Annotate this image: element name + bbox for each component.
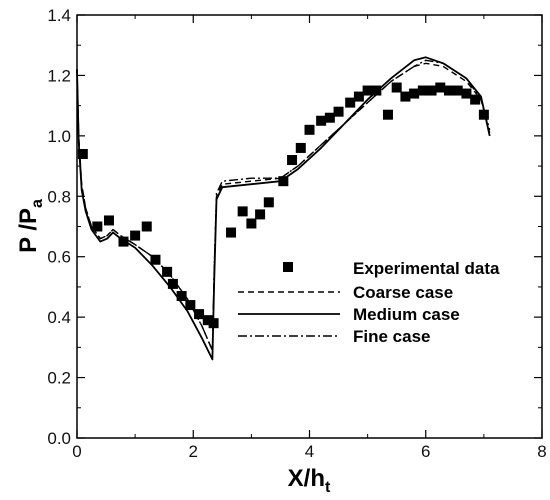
data-point-experimental-data <box>255 209 266 220</box>
data-point-experimental-data <box>362 85 373 96</box>
data-point-experimental-data <box>278 176 289 187</box>
data-point-experimental-data <box>246 218 257 229</box>
data-point-experimental-data <box>435 82 446 93</box>
data-point-experimental-data <box>353 91 364 102</box>
y-tick-label: 0.8 <box>47 187 71 206</box>
y-tick-label: 0.4 <box>47 308 71 327</box>
data-point-experimental-data <box>345 97 356 108</box>
data-point-experimental-data <box>304 124 315 135</box>
data-point-experimental-data <box>316 115 327 126</box>
y-tick-label: 0.6 <box>47 248 71 267</box>
y-tick-label: 1.4 <box>47 6 71 25</box>
legend: Experimental data Coarse case Medium cas… <box>238 259 500 346</box>
data-point-experimental-data <box>167 278 178 289</box>
data-point-experimental-data <box>452 85 463 96</box>
legend-marker-experimental <box>283 262 293 272</box>
data-point-experimental-data <box>426 85 437 96</box>
data-point-experimental-data <box>130 230 141 241</box>
data-point-experimental-data <box>185 300 196 311</box>
data-point-experimental-data <box>333 106 344 117</box>
data-point-experimental-data <box>391 82 402 93</box>
series-group <box>76 56 491 361</box>
data-point-experimental-data <box>444 85 454 96</box>
legend-label-medium: Medium case <box>353 305 460 324</box>
x-axis-title-sub: t <box>325 479 331 496</box>
x-axis-title: X/ht <box>288 465 331 496</box>
x-tick-label: 0 <box>72 442 81 461</box>
data-point-experimental-data <box>324 112 335 123</box>
data-point-experimental-data <box>263 197 274 208</box>
y-axis-title-main: P /P <box>15 208 42 253</box>
data-point-experimental-data <box>237 206 248 217</box>
data-point-experimental-data <box>409 88 420 99</box>
data-point-experimental-data <box>226 227 237 238</box>
y-tick-label: 0.2 <box>47 369 71 388</box>
data-point-experimental-data <box>287 155 298 166</box>
data-point-experimental-data <box>382 109 393 120</box>
data-point-experimental-data <box>417 85 428 96</box>
legend-label-experimental: Experimental data <box>353 259 500 278</box>
y-tick-label: 1.0 <box>47 127 71 146</box>
y-axis-title-sub: a <box>29 199 46 208</box>
data-point-experimental-data <box>92 221 103 232</box>
y-tick-label: 0.0 <box>47 429 71 448</box>
data-point-experimental-data <box>118 236 129 247</box>
x-tick-label: 6 <box>421 442 430 461</box>
data-point-experimental-data <box>400 91 411 102</box>
ticks: 0 2 4 6 8 0.0 0.2 0.4 0.6 0.8 1.0 1.2 1.4 <box>47 6 546 461</box>
data-point-experimental-data <box>295 142 306 153</box>
y-tick-label: 1.2 <box>47 66 71 85</box>
data-point-experimental-data <box>77 148 88 159</box>
legend-label-coarse: Coarse case <box>353 283 453 302</box>
x-axis-title-main: X/h <box>288 465 325 492</box>
data-point-experimental-data <box>176 290 187 301</box>
series-line-medium-case <box>76 56 491 361</box>
x-tick-label: 2 <box>189 442 198 461</box>
data-point-experimental-data <box>103 215 114 226</box>
y-axis-title: P /Pa <box>15 199 46 253</box>
legend-label-fine: Fine case <box>353 327 431 346</box>
data-point-experimental-data <box>141 221 152 232</box>
x-tick-label: 8 <box>537 442 546 461</box>
data-point-experimental-data <box>202 315 213 326</box>
x-tick-label: 4 <box>305 442 314 461</box>
data-point-experimental-data <box>470 94 481 105</box>
data-point-experimental-data <box>478 109 489 120</box>
series-line-fine-case <box>76 59 491 352</box>
data-point-experimental-data <box>461 88 472 99</box>
data-point-experimental-data <box>194 309 205 320</box>
